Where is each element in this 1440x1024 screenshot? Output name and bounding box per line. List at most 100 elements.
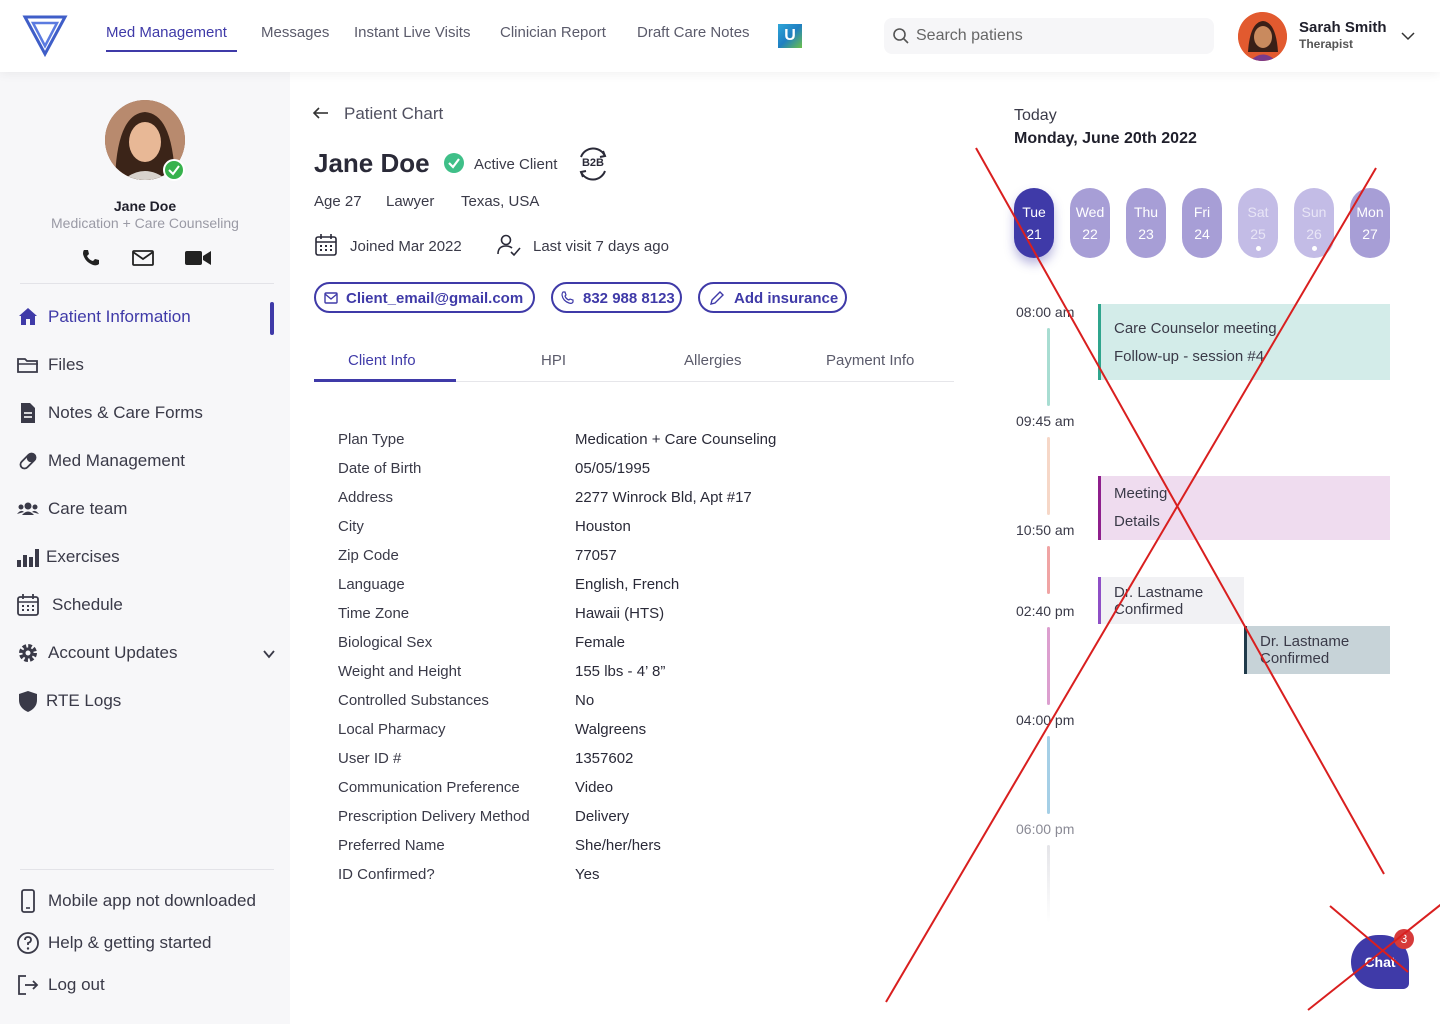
day-name: Wed: [1075, 204, 1105, 220]
info-value: 2277 Winrock Bld, Apt #17: [575, 489, 752, 506]
email-button[interactable]: Client_email@gmail.com: [314, 282, 535, 313]
today-label: Today: [1014, 107, 1057, 124]
sidebar-item-files[interactable]: Files: [16, 350, 278, 380]
event-subtitle: Confirmed: [1114, 601, 1184, 618]
day-number: 25: [1250, 226, 1266, 242]
tab-client-info[interactable]: Client Info: [348, 352, 416, 369]
nav-clinician-report[interactable]: Clinician Report: [500, 24, 606, 41]
email-text: Client_email@gmail.com: [346, 290, 524, 307]
timeline-segment: [1047, 328, 1050, 406]
info-key: Zip Code: [338, 547, 399, 564]
info-value: 77057: [575, 547, 617, 564]
phone-icon[interactable]: [79, 248, 103, 268]
user-avatar[interactable]: [1238, 12, 1287, 61]
info-value: Female: [575, 634, 626, 651]
event-care-counselor[interactable]: Care Counselor meeting Follow-up - sessi…: [1098, 304, 1390, 380]
info-value: 1357602: [575, 750, 634, 767]
info-key: Preferred Name: [338, 837, 445, 854]
sidebar: Jane Doe Medication + Care Counseling Pa…: [0, 72, 290, 1024]
info-key: User ID #: [338, 750, 402, 767]
tab-hpi[interactable]: HPI: [541, 352, 567, 369]
sidebar-item-med-management[interactable]: Med Management: [16, 446, 278, 476]
info-row: Zip Code 77057: [338, 547, 938, 569]
phone-button[interactable]: 832 988 8123: [551, 282, 682, 313]
back-arrow-icon[interactable]: [312, 104, 330, 122]
nav-draft-care-notes[interactable]: Draft Care Notes: [637, 24, 750, 41]
sidebar-patient-name: Jane Doe: [113, 198, 177, 214]
day-sat[interactable]: Sat 25: [1238, 188, 1278, 258]
mail-icon[interactable]: [131, 248, 155, 268]
sidebar-item-schedule[interactable]: Schedule: [16, 590, 278, 620]
day-number: 24: [1194, 226, 1210, 242]
sidebar-item-account-updates[interactable]: Account Updates: [16, 638, 278, 668]
search-input[interactable]: [916, 24, 1196, 48]
info-key: Communication Preference: [338, 779, 520, 796]
day-number: 21: [1026, 226, 1042, 242]
sidebar-item-help[interactable]: Help & getting started: [16, 928, 278, 958]
sidebar-item-care-team[interactable]: Care team: [16, 494, 278, 524]
sidebar-item-label: Mobile app not downloaded: [48, 891, 256, 910]
info-value: Walgreens: [575, 721, 647, 738]
event-meeting[interactable]: Meeting Details: [1098, 476, 1390, 540]
info-row: Date of Birth 05/05/1995: [338, 460, 938, 482]
user-check-icon: [497, 234, 521, 257]
info-value: Medication + Care Counseling: [575, 431, 777, 448]
nav-instant-live-visits[interactable]: Instant Live Visits: [354, 24, 471, 41]
chat-unread-badge: 3: [1394, 929, 1414, 949]
search-bar[interactable]: [884, 18, 1214, 54]
b2b-badge-icon: B2B: [575, 147, 611, 181]
info-value: Houston: [575, 518, 631, 535]
patient-name: Jane Doe: [314, 148, 430, 178]
sidebar-item-notes-care-forms[interactable]: Notes & Care Forms: [16, 398, 278, 428]
timeline-segment: [1047, 845, 1050, 923]
nav-messages[interactable]: Messages: [261, 24, 330, 41]
day-fri[interactable]: Fri 24: [1182, 188, 1222, 258]
nav-med-management[interactable]: Med Management: [106, 24, 227, 41]
day-name: Fri: [1193, 204, 1211, 220]
breadcrumb[interactable]: Patient Chart: [344, 104, 444, 123]
info-row: Communication Preference Video: [338, 779, 938, 801]
sidebar-item-patient-information[interactable]: Patient Information: [16, 302, 278, 332]
day-number: 26: [1306, 226, 1322, 242]
patient-occupation: Lawyer: [386, 193, 435, 210]
timeline-segment: [1047, 736, 1050, 814]
phone-device-icon: [21, 889, 35, 913]
chevron-down-icon[interactable]: [1400, 28, 1416, 44]
event-dr-lastname-2[interactable]: Dr. Lastname Confirmed: [1244, 626, 1390, 674]
info-row: Controlled Substances No: [338, 692, 938, 714]
day-tue[interactable]: Tue 21: [1014, 188, 1054, 258]
calendar-icon: [17, 594, 39, 616]
logo-icon[interactable]: [22, 14, 68, 58]
sidebar-item-rte-logs[interactable]: RTE Logs: [16, 686, 278, 716]
day-mon[interactable]: Mon 27: [1350, 188, 1390, 258]
sidebar-item-exercises[interactable]: Exercises: [16, 542, 278, 572]
tab-active-underline: [314, 379, 456, 382]
event-dot: [1312, 246, 1317, 251]
sidebar-item-mobile-app[interactable]: Mobile app not downloaded: [16, 886, 278, 916]
day-wed[interactable]: Wed 22: [1070, 188, 1110, 258]
info-row: City Houston: [338, 518, 938, 540]
chevron-down-icon[interactable]: [262, 647, 276, 661]
day-sun[interactable]: Sun 26: [1294, 188, 1334, 258]
info-row: ID Confirmed? Yes: [338, 866, 938, 888]
sidebar-item-label: Account Updates: [48, 643, 178, 662]
gear-icon: [19, 644, 37, 662]
info-value: Delivery: [575, 808, 630, 825]
logout-icon: [18, 975, 39, 995]
info-row: Address 2277 Winrock Bld, Apt #17: [338, 489, 938, 511]
event-title: Care Counselor meeting: [1114, 320, 1277, 337]
day-thu[interactable]: Thu 23: [1126, 188, 1166, 258]
tab-payment-info[interactable]: Payment Info: [826, 352, 915, 369]
add-insurance-button[interactable]: Add insurance: [698, 282, 847, 313]
u-app-icon[interactable]: U: [778, 24, 802, 48]
video-camera-icon[interactable]: [184, 248, 212, 268]
sidebar-item-logout[interactable]: Log out: [16, 970, 278, 1000]
event-dr-lastname-1[interactable]: Dr. Lastname Confirmed: [1098, 577, 1244, 624]
info-value: 05/05/1995: [575, 460, 651, 477]
info-row: Biological Sex Female: [338, 634, 938, 656]
event-color-bar: [1098, 304, 1101, 380]
event-color-bar: [1098, 476, 1101, 540]
day-name: Sat: [1247, 204, 1269, 220]
tab-allergies[interactable]: Allergies: [684, 352, 742, 369]
chart-icon: [17, 549, 39, 567]
